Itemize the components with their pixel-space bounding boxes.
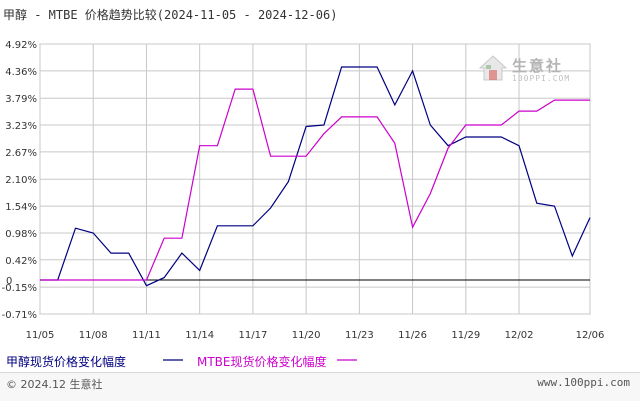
x-tick-label: 12/02 bbox=[505, 330, 534, 341]
x-tick-label: 11/11 bbox=[132, 330, 161, 341]
x-tick-label: 11/29 bbox=[451, 330, 480, 341]
methanol-series-line bbox=[40, 66, 591, 287]
x-tick-label: 12/06 bbox=[576, 330, 605, 341]
y-tick-label: -0.71% bbox=[2, 310, 37, 321]
brand-logo-icon bbox=[478, 55, 508, 81]
legend-mtbe-label: MTBE现货价格变化幅度 bbox=[197, 355, 327, 369]
price-trend-chart: 4.92% 4.36% 3.79% 3.23% 2.67% 2.10% 1.54% 0.98%… bbox=[2, 40, 605, 361]
x-tick-label: 11/23 bbox=[345, 330, 374, 341]
chart-title: 甲醇 - MTBE 价格趋势比较(2024-11-05 - 2024-12-06… bbox=[3, 8, 338, 22]
y-tick-label: -0.15% bbox=[2, 283, 37, 294]
x-tick-label: 11/17 bbox=[238, 330, 267, 341]
zero-label: 0 bbox=[6, 276, 12, 287]
x-tick-label: 11/26 bbox=[398, 330, 427, 341]
y-tick-label: 2.67% bbox=[5, 148, 37, 159]
x-tick-label: 11/20 bbox=[292, 330, 321, 341]
y-tick-label: 3.23% bbox=[5, 121, 37, 132]
footer-copyright: © 2024.12 生意社 bbox=[6, 378, 103, 391]
footer-bar bbox=[0, 372, 640, 401]
legend-methanol-label: 甲醇现货价格变化幅度 bbox=[6, 355, 127, 369]
x-tick-label: 11/14 bbox=[185, 330, 214, 341]
x-tick-label: 11/08 bbox=[79, 330, 108, 341]
y-tick-label: 4.92% bbox=[5, 40, 37, 51]
x-tick-label: 11/05 bbox=[26, 330, 55, 341]
y-tick-label: 4.36% bbox=[5, 67, 37, 78]
brand-name: 生意社 bbox=[512, 57, 564, 75]
brand-watermark: 生意社 100PPI.COM bbox=[478, 53, 578, 93]
y-tick-label: 3.79% bbox=[5, 94, 37, 105]
brand-url: 100PPI.COM bbox=[512, 74, 571, 83]
y-tick-label: 0.42% bbox=[5, 256, 37, 267]
mtbe-series-line bbox=[40, 88, 590, 281]
y-tick-label: 2.10% bbox=[5, 175, 37, 186]
y-tick-label: 1.54% bbox=[5, 202, 37, 213]
y-tick-label: 0.98% bbox=[5, 229, 37, 240]
footer-website: www.100ppi.com bbox=[537, 376, 630, 389]
